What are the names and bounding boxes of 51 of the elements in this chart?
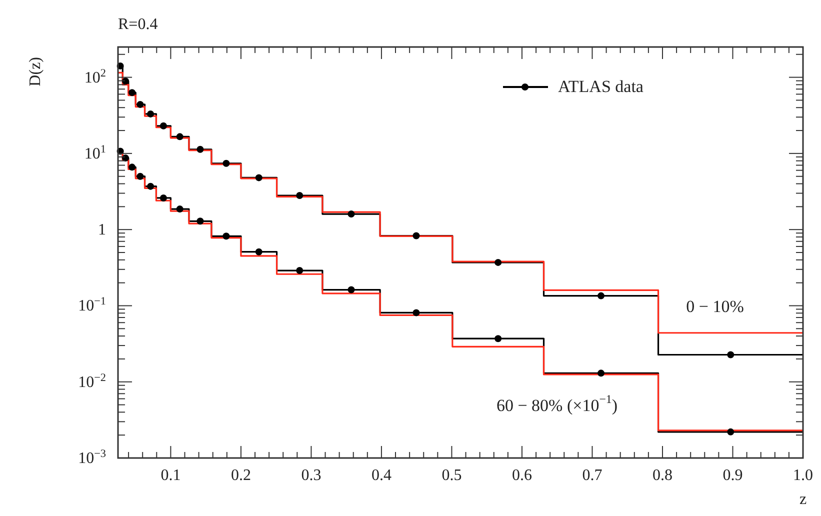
annotation: 0 − 10% [686, 296, 744, 316]
x-tick-label: 0.2 [230, 467, 251, 484]
point [296, 192, 304, 200]
x-tick-label: 1.0 [793, 467, 813, 484]
x-tick-label: 0.1 [160, 467, 181, 484]
point [196, 218, 204, 225]
point [147, 182, 154, 190]
point [255, 248, 262, 256]
point [494, 335, 502, 342]
x-tick-label: 0.3 [301, 467, 322, 484]
point [147, 110, 154, 118]
point [136, 100, 144, 108]
point [128, 89, 136, 96]
point [598, 292, 605, 300]
point [494, 258, 502, 266]
x-tick-label: 0.7 [582, 467, 602, 484]
x-tick-label: 0.6 [512, 467, 532, 484]
point [348, 286, 355, 294]
point [727, 428, 734, 436]
point [136, 172, 144, 180]
x-tick-label: 0.8 [652, 467, 672, 484]
point [176, 133, 184, 140]
y-axis-title: D(z) [27, 57, 44, 86]
point [222, 232, 230, 240]
point [727, 351, 734, 358]
point [160, 194, 167, 202]
x-tick-label: 0.9 [722, 467, 743, 484]
point [348, 210, 355, 218]
y-tick-label: 10$^{−3}$ [78, 448, 106, 467]
point [176, 206, 184, 213]
point [598, 370, 605, 377]
y-tick-label: 10$^{−1}$ [78, 296, 106, 315]
annotation: 60 − 80% (×10$^{−1}$) [496, 392, 618, 415]
y-tick-label: 10$^{1}$ [84, 143, 106, 162]
x-tick-label: 0.4 [371, 467, 392, 484]
point [412, 232, 420, 240]
point [128, 164, 136, 171]
point [412, 309, 420, 316]
point [255, 174, 262, 182]
y-tick-label: 10$^{−2}$ [78, 372, 106, 391]
point [196, 146, 204, 153]
point [160, 122, 167, 130]
legend-label: ATLAS data [558, 77, 644, 96]
x-axis-title: z [799, 491, 807, 508]
y-tick-label: 1 [98, 222, 106, 239]
point [296, 267, 304, 274]
point [122, 154, 130, 162]
x-tick-label: 0.5 [442, 467, 462, 484]
point [222, 160, 230, 167]
chart-title: R=0.4 [118, 16, 158, 33]
y-tick-label: 10$^{2}$ [84, 67, 106, 86]
